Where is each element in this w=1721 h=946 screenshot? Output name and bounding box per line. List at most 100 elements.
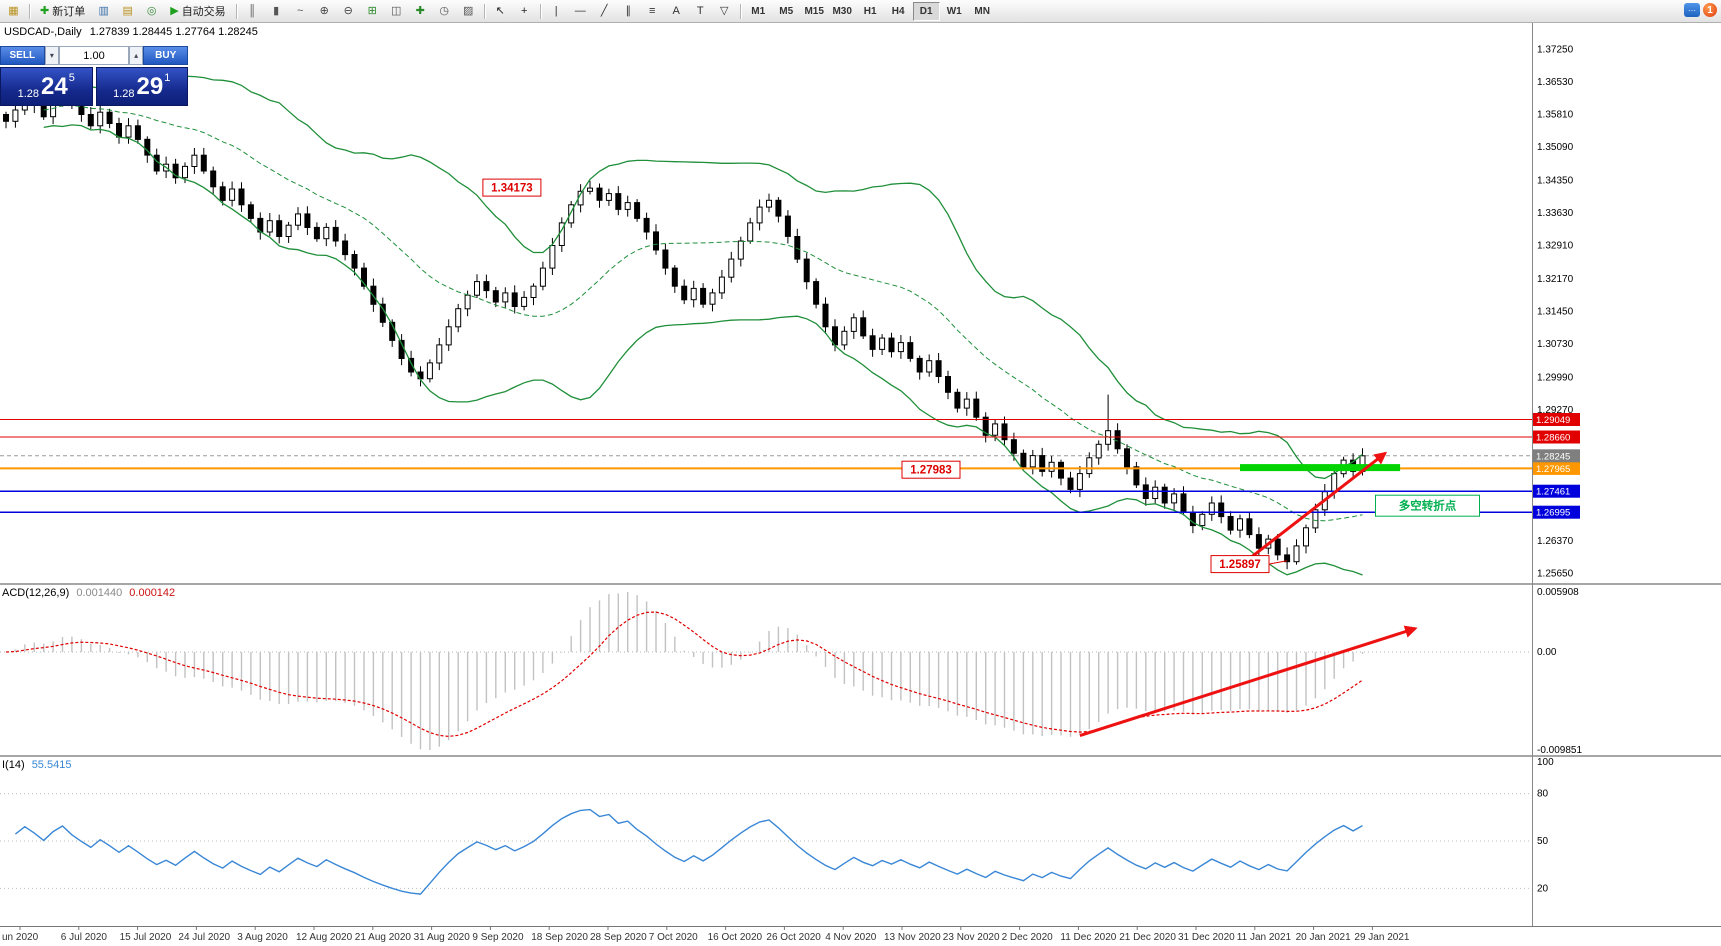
- autotrading-button-label: 自动交易: [181, 6, 226, 18]
- autotrading-button[interactable]: ▶ 自动交易: [164, 2, 231, 20]
- shapes-tool-icon[interactable]: ▽: [713, 1, 736, 21]
- rsi-levels: [0, 793, 1532, 889]
- vertical-line-icon-glyph: |: [554, 4, 558, 17]
- time-axis: un 2020 6 Jul 2020 15 Jul 2020 24 Jul 2020 3…: [2, 926, 1410, 943]
- autotrading-button-glyph: ▶: [170, 4, 179, 17]
- annotation-多空转折点[interactable]: 多空转折点: [1375, 494, 1480, 517]
- buy-price-point: 1: [164, 72, 171, 84]
- svg-text:4 Nov 2020: 4 Nov 2020: [825, 932, 877, 943]
- add-indicator-icon-glyph: ✚: [415, 4, 425, 17]
- channel-icon[interactable]: ∥: [617, 1, 640, 21]
- horizontal-line-icon-glyph: —: [574, 4, 586, 17]
- sell-price-point: 5: [68, 72, 75, 84]
- svg-text:1.30730: 1.30730: [1537, 339, 1574, 350]
- svg-text:un 2020: un 2020: [2, 932, 39, 943]
- rsi-line: [14, 808, 1363, 895]
- timeframe-d1[interactable]: D1: [912, 1, 940, 21]
- svg-text:18 Sep 2020: 18 Sep 2020: [531, 932, 588, 943]
- crosshair-icon[interactable]: +: [513, 1, 536, 21]
- svg-text:6 Jul 2020: 6 Jul 2020: [61, 932, 108, 943]
- text-tool-icon[interactable]: A: [665, 1, 688, 21]
- new-order-button-glyph: ✚: [40, 4, 50, 17]
- svg-text:1.26370: 1.26370: [1537, 536, 1574, 547]
- vertical-line-icon[interactable]: |: [545, 1, 568, 21]
- svg-text:1.32910: 1.32910: [1537, 241, 1574, 252]
- timeframe-m1[interactable]: M1: [751, 5, 766, 17]
- svg-text:1.37250: 1.37250: [1537, 45, 1574, 56]
- annotation-1.27983[interactable]: 1.27983: [901, 460, 961, 479]
- timeframe-w1[interactable]: W1: [946, 5, 962, 17]
- horizontal-line-icon[interactable]: —: [569, 1, 592, 21]
- volume-decrease-button[interactable]: ▾: [44, 46, 60, 65]
- svg-text:1.34350: 1.34350: [1537, 176, 1574, 187]
- svg-text:1.28660: 1.28660: [1536, 433, 1570, 444]
- timeframe-m5[interactable]: M5: [779, 5, 794, 17]
- macd-trend-arrow[interactable]: [1079, 625, 1418, 738]
- volume-input[interactable]: 1.00: [59, 46, 129, 65]
- zoom-in-icon[interactable]: ⊕: [313, 1, 336, 21]
- trend-arrow[interactable]: [1243, 451, 1388, 564]
- tile-windows-icon[interactable]: ⊞: [361, 1, 384, 21]
- svg-text:1.35090: 1.35090: [1537, 142, 1574, 153]
- candlestick-type-icon[interactable]: ▮: [265, 1, 288, 21]
- add-indicator-icon[interactable]: ✚: [409, 1, 432, 21]
- zoom-out-icon[interactable]: ⊖: [337, 1, 360, 21]
- svg-text:1.25650: 1.25650: [1537, 569, 1574, 580]
- label-tool-icon-glyph: T: [696, 4, 704, 17]
- volume-increase-button[interactable]: ▴: [128, 46, 144, 65]
- annotation-1.34173[interactable]: 1.34173: [482, 178, 542, 197]
- timeframe-mn[interactable]: MN: [974, 5, 990, 17]
- notification-badge[interactable]: 1: [1703, 3, 1717, 17]
- zoom-out-icon-glyph: ⊖: [343, 4, 353, 17]
- support-zone-bar[interactable]: [1240, 464, 1401, 472]
- community-message-icon[interactable]: ···: [1684, 3, 1700, 17]
- timeframe-m15[interactable]: M15: [804, 5, 824, 17]
- svg-text:1.31450: 1.31450: [1537, 307, 1574, 318]
- cascade-windows-icon[interactable]: ◫: [385, 1, 408, 21]
- terminal-chart-icon[interactable]: ▦: [2, 1, 25, 21]
- timeframe-h4[interactable]: H4: [891, 5, 905, 17]
- svg-text:1.29270: 1.29270: [1537, 405, 1574, 416]
- cursor-icon[interactable]: ↖: [489, 1, 512, 21]
- data-window-icon[interactable]: ▤: [116, 1, 139, 21]
- label-tool-icon[interactable]: T: [689, 1, 712, 21]
- svg-text:1.27983: 1.27983: [910, 465, 952, 477]
- templates-icon[interactable]: ▨: [457, 1, 480, 21]
- svg-text:1.25897: 1.25897: [1219, 559, 1261, 571]
- new-order-button[interactable]: ✚ 新订单: [34, 2, 91, 20]
- macd-indicator-label: ACD(12,26,9) 0.001440 0.000142: [2, 587, 175, 599]
- line-chart-type-icon[interactable]: ~: [289, 1, 312, 21]
- macd-name: ACD(12,26,9): [2, 587, 70, 599]
- fibonacci-icon[interactable]: ≡: [641, 1, 664, 21]
- sell-price-display[interactable]: 1.28 24 5: [0, 67, 93, 106]
- buy-button[interactable]: BUY: [143, 46, 188, 65]
- toolbar-separator: [539, 3, 541, 19]
- svg-text:20: 20: [1537, 883, 1549, 894]
- svg-text:7 Oct 2020: 7 Oct 2020: [649, 932, 698, 943]
- trendline-icon[interactable]: ╱: [593, 1, 616, 21]
- navigator-icon[interactable]: ◎: [140, 1, 163, 21]
- sell-button[interactable]: SELL: [0, 46, 45, 65]
- svg-text:28 Sep 2020: 28 Sep 2020: [590, 932, 647, 943]
- buy-price-display[interactable]: 1.28 29 1: [95, 67, 188, 106]
- line-chart-type-icon-glyph: ~: [296, 4, 304, 17]
- chart-ohlc-values: 1.27839 1.28445 1.27764 1.28245: [89, 26, 258, 38]
- market-watch-icon[interactable]: ▥: [92, 1, 115, 21]
- timeframe-h1[interactable]: H1: [863, 5, 877, 17]
- period-clock-icon[interactable]: ◷: [433, 1, 456, 21]
- svg-text:1.32170: 1.32170: [1537, 274, 1574, 285]
- shapes-tool-icon-glyph: ▽: [719, 4, 729, 17]
- macd-signal-line: [5, 611, 1363, 738]
- svg-text:1.27461: 1.27461: [1536, 487, 1570, 498]
- svg-text:1.34173: 1.34173: [491, 183, 533, 195]
- svg-text:31 Dec 2020: 31 Dec 2020: [1178, 932, 1235, 943]
- svg-text:21 Dec 2020: 21 Dec 2020: [1119, 932, 1176, 943]
- cursor-icon-glyph: ↖: [495, 4, 505, 17]
- timeframe-m30[interactable]: M30: [832, 5, 852, 17]
- annotation-1.25897[interactable]: 1.25897: [1210, 555, 1288, 574]
- crosshair-icon-glyph: +: [520, 4, 528, 17]
- macd-main-value: 0.001440: [76, 587, 123, 599]
- bar-chart-type-icon[interactable]: ║: [241, 1, 264, 21]
